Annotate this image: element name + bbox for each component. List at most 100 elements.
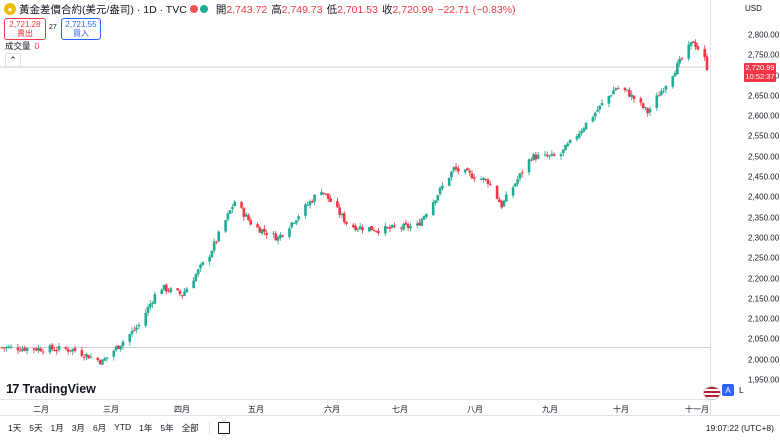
sell-label: 賣出: [17, 29, 33, 38]
candle-body: [320, 192, 323, 195]
candle-body: [616, 87, 620, 89]
market-status-icon[interactable]: [189, 5, 198, 13]
candle-body: [680, 58, 684, 60]
candle-body: [160, 289, 164, 294]
candle-body: [98, 360, 102, 364]
data-status-icon[interactable]: [199, 5, 208, 13]
currency-selector[interactable]: USD: [745, 4, 762, 13]
candle-body: [71, 348, 75, 352]
candle-body: [89, 356, 93, 358]
candle-body: [137, 324, 141, 327]
candle-body: [256, 224, 259, 228]
auto-scale-button[interactable]: A: [722, 384, 734, 396]
candle-body: [614, 88, 618, 91]
candle-body: [149, 303, 152, 308]
candle-body: [194, 274, 198, 282]
candle-body: [336, 201, 339, 208]
range-button[interactable]: 1天: [8, 423, 22, 433]
candle-body: [662, 90, 665, 92]
candle-body: [516, 179, 519, 184]
candle-body: [210, 251, 214, 258]
range-button[interactable]: YTD: [114, 422, 132, 432]
time-axis[interactable]: [0, 399, 710, 416]
range-button[interactable]: 1年: [139, 423, 153, 433]
range-button[interactable]: 6月: [92, 423, 107, 433]
tradingview-logo[interactable]: 17 TradingView: [6, 381, 96, 396]
candle-body: [372, 230, 376, 232]
candle-body: [436, 195, 440, 201]
time-tick: 八月: [467, 405, 483, 414]
time-tick: 九月: [542, 405, 558, 414]
range-button[interactable]: 5年: [160, 423, 174, 433]
candle-body: [664, 85, 668, 90]
candle-body: [452, 167, 456, 171]
candle-body: [502, 200, 506, 207]
candle-body: [520, 172, 524, 174]
candle-body: [598, 105, 602, 110]
brand-name: TradingView: [22, 381, 96, 396]
candle-body: [472, 177, 476, 180]
buy-price: 2,721.55: [65, 20, 97, 29]
candle-body: [532, 154, 535, 161]
candle-body: [279, 234, 282, 238]
candle-body: [338, 207, 341, 216]
candle-body: [208, 256, 211, 262]
candle-body: [377, 230, 380, 233]
candle-body: [673, 73, 677, 77]
candle-body: [2, 347, 6, 349]
candle-body: [274, 233, 278, 241]
price-tick: 2,800.00: [748, 30, 780, 40]
candle-body: [484, 179, 487, 181]
candle-body: [292, 223, 296, 225]
candle-body: [409, 226, 412, 229]
symbol-title[interactable]: 黃金差價合約(美元/盎司) · 1D · TVC: [19, 3, 187, 16]
candle-body: [468, 170, 472, 173]
candle-body: [696, 46, 700, 50]
candle-body: [655, 95, 659, 108]
candle-body: [133, 329, 136, 331]
time-tick: 十月: [613, 405, 629, 414]
candle-body: [322, 192, 325, 194]
price-axis[interactable]: [710, 0, 780, 415]
range-button[interactable]: 1月: [50, 423, 64, 433]
candle-body: [176, 288, 179, 291]
candle-body: [457, 168, 460, 172]
sell-price: 2,721.28: [9, 20, 41, 29]
candle-body: [646, 108, 649, 114]
candle-body: [390, 225, 394, 228]
ohlc-value: 2,743.72: [226, 3, 268, 16]
candle-body: [705, 56, 709, 71]
candle-body: [676, 63, 679, 75]
price-tick: 2,550.00: [748, 131, 780, 141]
price-tick: 2,500.00: [748, 152, 780, 162]
candle-body: [192, 280, 195, 289]
candle-body: [185, 288, 189, 293]
sell-button[interactable]: 2,721.28 賣出: [4, 18, 46, 40]
candle-body: [671, 76, 675, 87]
candle-body: [164, 284, 168, 292]
range-button[interactable]: 3月: [71, 423, 85, 433]
candle-body: [657, 95, 661, 97]
candle-body: [297, 216, 300, 220]
us-flag-icon[interactable]: [703, 386, 721, 400]
price-tick: 2,200.00: [748, 274, 780, 284]
range-button[interactable]: 5天: [29, 423, 43, 433]
candle-body: [425, 214, 428, 217]
candle-body: [527, 159, 531, 173]
log-scale-button[interactable]: L: [739, 385, 744, 395]
clock[interactable]: 19:07:22 (UTC+8): [705, 423, 774, 433]
candle-body: [80, 350, 84, 357]
candle-body: [151, 302, 154, 305]
buy-button[interactable]: 2,721.55 買入: [61, 18, 101, 40]
candle-body: [272, 233, 275, 235]
calendar-icon[interactable]: [217, 422, 230, 434]
range-button[interactable]: 全部: [181, 423, 199, 433]
candle-body: [121, 341, 125, 347]
candle-body: [55, 350, 59, 352]
candle-body: [228, 210, 232, 214]
time-tick: 二月: [33, 405, 49, 414]
candle-body: [454, 166, 458, 170]
collapse-legend-button[interactable]: ⌃: [5, 53, 21, 67]
candle-body: [16, 347, 20, 351]
